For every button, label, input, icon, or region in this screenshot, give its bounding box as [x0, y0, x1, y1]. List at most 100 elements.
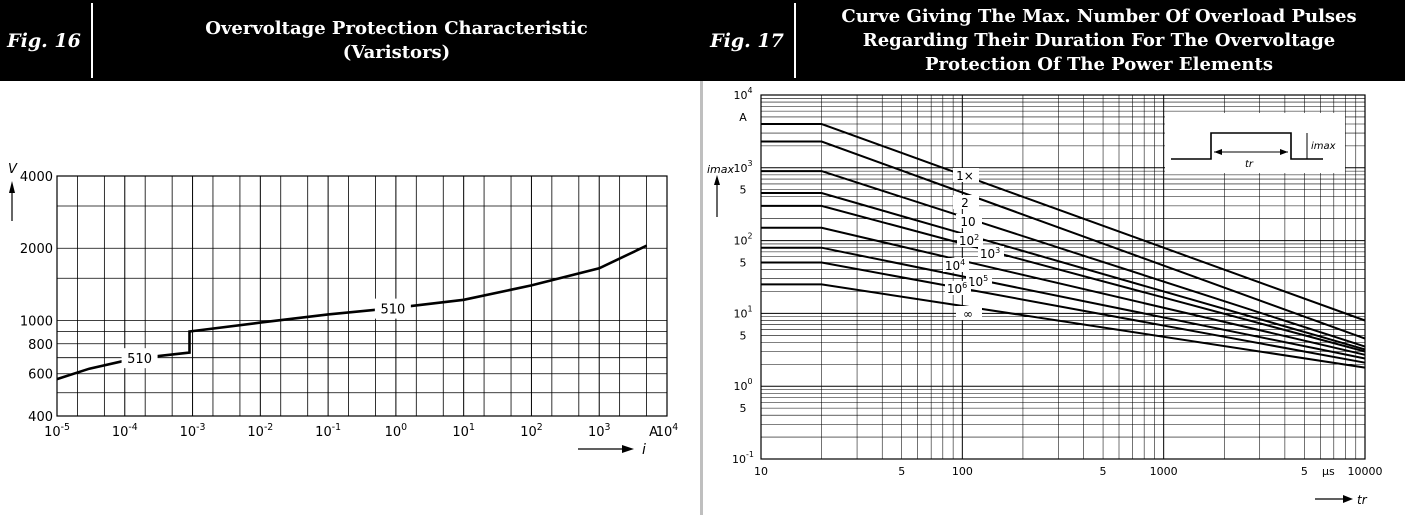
y-tick-label: 800 — [28, 338, 53, 353]
y-tick-label: 5 — [740, 184, 747, 197]
series-label: 105 — [968, 274, 988, 289]
x-tick-label: 10-2 — [247, 422, 273, 440]
x-tick-label: 100 — [385, 422, 408, 440]
series-label-bg — [953, 168, 979, 182]
x-tick-label: 101 — [452, 422, 475, 440]
series-line — [761, 140, 1366, 340]
header-separator — [91, 3, 93, 78]
y-tick-label: A — [739, 111, 747, 124]
y-axis-label: imax — [707, 163, 735, 176]
x-tick-label: 103 — [588, 422, 611, 440]
figure-16-header: Fig. 16 Overvoltage Protection Character… — [0, 0, 703, 81]
inset-duration-label: tr — [1245, 159, 1254, 170]
figure-17-header: Fig. 17 Curve Giving The Max. Number Of … — [703, 0, 1405, 81]
plot-border — [56, 175, 668, 417]
inset-arrow-left — [1214, 149, 1222, 155]
series-line — [761, 261, 1366, 364]
series-line — [761, 226, 1366, 356]
y-tick-label: 5 — [740, 257, 747, 270]
x-axis-arrowhead — [1343, 495, 1353, 503]
x-tick-label: 10000 — [1348, 465, 1383, 478]
figure-16-title: Overvoltage Protection Characteristic (V… — [96, 0, 697, 81]
series-label: 104 — [945, 258, 965, 273]
inset-pulse-shape — [1171, 132, 1323, 160]
series-label: 102 — [959, 233, 979, 248]
inset-background — [1165, 113, 1345, 173]
figure-17-title-line-2: Regarding Their Duration For The Overvol… — [862, 29, 1336, 51]
x-tick-label: 104 — [656, 422, 679, 440]
x-tick-label: 10-3 — [180, 422, 206, 440]
figure-16-panel: Fig. 16 Overvoltage Protection Character… — [0, 0, 703, 515]
x-axis-label: i — [642, 442, 646, 458]
y-tick-label: 2000 — [20, 242, 53, 257]
x-tick-label: 102 — [520, 422, 543, 440]
series-label-bg — [966, 274, 992, 288]
figure-17-title: Curve Giving The Max. Number Of Overload… — [799, 0, 1399, 81]
series-label-bg — [956, 214, 982, 228]
series-label: 103 — [980, 246, 1000, 261]
x-unit-label: µs — [1322, 465, 1335, 478]
series-line — [761, 283, 1366, 369]
x-tick-label: 1000 — [1150, 465, 1178, 478]
series-label: 106 — [947, 281, 967, 296]
x-axis-arrowhead — [622, 445, 634, 453]
series-label-bg — [957, 233, 983, 247]
y-tick-label: 103 — [733, 159, 752, 175]
x-tick-label: 10-4 — [112, 422, 138, 440]
figure-16-title-line-2: (Varistors) — [342, 41, 451, 63]
y-tick-label: 104 — [733, 86, 752, 102]
y-tick-label: 400 — [28, 410, 53, 425]
y-tick-label: 600 — [28, 368, 53, 383]
plot-border — [760, 94, 1366, 460]
series-label-bg — [943, 258, 969, 272]
series-label: 1× — [956, 169, 974, 183]
series-label-510: 510 — [127, 352, 152, 367]
series-line — [761, 170, 1366, 348]
series-line — [761, 204, 1366, 353]
series-label-bg — [945, 281, 971, 295]
figure-17-chart: 10 5 100 5 1000 5 10000µs10-15100510151025103A… — [707, 86, 1383, 507]
y-tick-label: 101 — [733, 304, 752, 320]
y-tick-label: 5 — [740, 402, 747, 415]
inset-height-label: imax — [1311, 141, 1336, 152]
series-label-bg — [978, 246, 1004, 260]
x-tick-label: 10-1 — [315, 422, 341, 440]
figure-17-title-line-3: Protection Of The Power Elements — [925, 53, 1273, 75]
series-label-510: 510 — [380, 303, 405, 318]
y-tick-label: 1000 — [20, 314, 53, 329]
y-axis-arrowhead — [714, 175, 720, 185]
series-line — [761, 123, 1366, 322]
series-label: 2 — [961, 196, 969, 210]
series-label-bg — [374, 298, 411, 319]
figure-16-chart-frame: 10-5 10-4 10-3 10-2 10-1 100 101 102 103 104 A 400 6… — [0, 81, 703, 515]
series-label-bg — [953, 195, 979, 209]
series-line — [761, 192, 1366, 351]
series-line — [761, 246, 1366, 360]
y-tick-label: 4000 — [20, 170, 53, 185]
x-axis-label: tr — [1357, 493, 1368, 507]
y-tick-label: 5 — [740, 329, 747, 342]
figure-17-panel: Fig. 17 Curve Giving The Max. Number Of … — [703, 0, 1405, 515]
figure-16-label: Fig. 16 — [7, 29, 81, 52]
x-unit-label: A — [649, 425, 658, 440]
y-axis-arrowhead — [9, 181, 15, 193]
x-tick-label: 5 — [1100, 465, 1107, 478]
y-tick-label: 10-1 — [732, 450, 754, 466]
series-label-bg — [956, 306, 982, 320]
x-tick-label: 5 — [1301, 465, 1308, 478]
figure-17-chart-frame: 10 5 100 5 1000 5 10000 µs 10-1 5 100 5 101 5 102 5 103 A… — [703, 81, 1405, 515]
inset-arrow-right — [1280, 149, 1288, 155]
y-tick-label: 102 — [733, 232, 752, 248]
x-tick-label: 5 — [898, 465, 905, 478]
x-tick-label: 10 — [754, 465, 768, 478]
header-separator — [794, 3, 796, 78]
series-label: ∞ — [963, 307, 973, 321]
y-tick-label: 100 — [733, 377, 752, 393]
series-label-bg — [121, 348, 158, 369]
series-label: 10 — [960, 215, 975, 229]
x-tick-label: 100 — [952, 465, 973, 478]
figure-17-title-line-1: Curve Giving The Max. Number Of Overload… — [841, 5, 1357, 27]
figure-16-title-line-1: Overvoltage Protection Characteristic — [205, 17, 588, 39]
x-tick-label: 10-5 — [44, 422, 70, 440]
